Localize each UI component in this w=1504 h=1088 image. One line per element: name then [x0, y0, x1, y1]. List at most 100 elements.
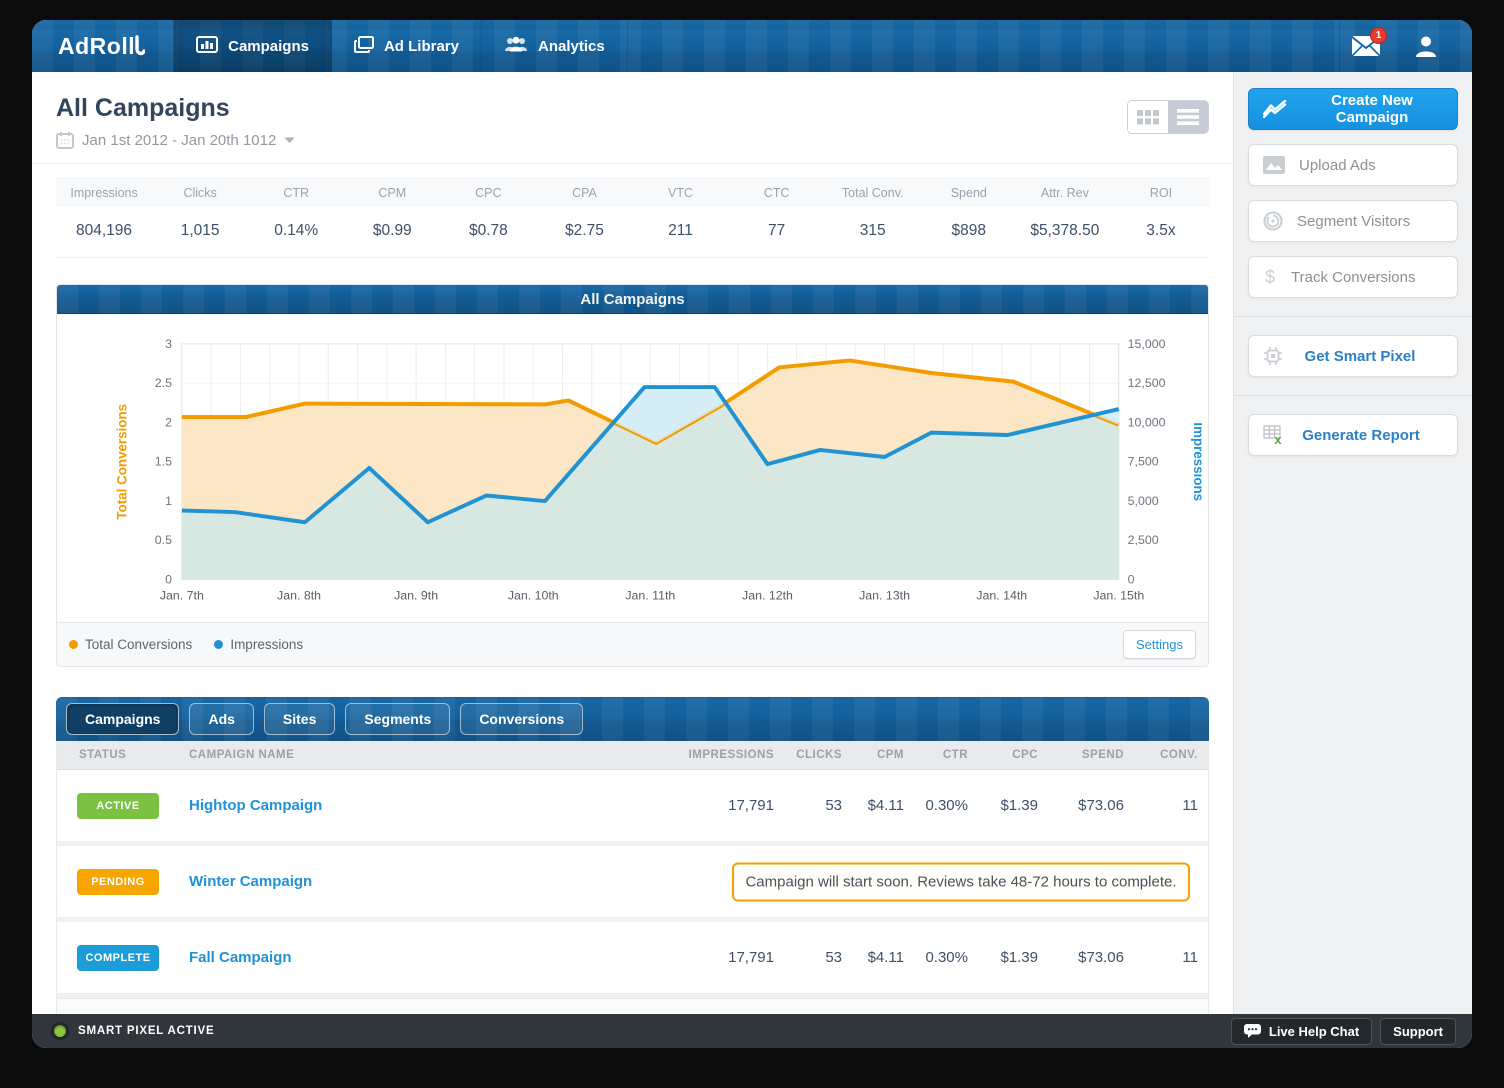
svg-text:7,500: 7,500	[1128, 455, 1159, 469]
cell-ctr: 0.30%	[914, 949, 978, 966]
adroll-logo[interactable]: AdRoll	[32, 20, 173, 72]
list-view-button[interactable]	[1168, 101, 1208, 133]
cell-spend: $73.06	[1048, 797, 1134, 814]
pixel-status: SMART PIXEL ACTIVE	[48, 1025, 214, 1037]
mail-button[interactable]: 1	[1340, 20, 1392, 72]
sidebar-button-label: Get Smart Pixel	[1297, 348, 1443, 365]
mail-badge: 1	[1370, 27, 1387, 44]
support-label: Support	[1393, 1024, 1443, 1039]
chip-icon	[1263, 346, 1283, 366]
page-header: All Campaigns Jan 1st 2012 - Jan 20th 10…	[32, 72, 1233, 164]
column-header-cpc: CPC	[978, 741, 1048, 769]
svg-text:Jan. 11th: Jan. 11th	[625, 588, 675, 602]
support-button[interactable]: Support	[1380, 1018, 1456, 1045]
tab-campaigns[interactable]: Campaigns	[66, 703, 179, 735]
cell-cpm: $4.11	[852, 949, 914, 966]
svg-text:5,000: 5,000	[1128, 494, 1159, 508]
column-header-conv-: CONV.	[1134, 741, 1208, 769]
grid-view-button[interactable]	[1128, 101, 1168, 133]
nav-tab-label: Analytics	[538, 38, 605, 55]
nav-tab-campaigns[interactable]: Campaigns	[174, 20, 332, 72]
cell-cpm: $4.11	[852, 797, 914, 814]
nav-tab-label: Ad Library	[384, 38, 459, 55]
svg-text:2,500: 2,500	[1128, 533, 1159, 547]
grid-view-icon	[1137, 110, 1159, 125]
cell-spend: $73.06	[1048, 949, 1134, 966]
cell-cpc: $1.39	[978, 949, 1048, 966]
svg-text:1.5: 1.5	[155, 455, 172, 469]
tab-segments[interactable]: Segments	[345, 703, 450, 735]
stat-value-ctc: 77	[729, 207, 825, 257]
chart-legend: Total ConversionsImpressionsSettings	[57, 622, 1208, 666]
campaign-name-link[interactable]: Hightop Campaign	[189, 797, 322, 814]
calendar-icon	[56, 131, 74, 149]
upload-ads-button[interactable]: Upload Ads	[1248, 144, 1458, 186]
date-range-picker[interactable]: Jan 1st 2012 - Jan 20th 1012	[56, 131, 295, 149]
svg-text:Jan. 15th: Jan. 15th	[1093, 588, 1144, 602]
stat-label-roi: ROI	[1113, 179, 1209, 207]
generate-report-button[interactable]: xGenerate Report	[1248, 414, 1458, 456]
stats-strip: ImpressionsClicksCTRCPMCPCCPAVTCCTCTotal…	[56, 178, 1209, 258]
table-tabs: Campaigns Ads Sites Segments Conversions	[56, 697, 1209, 741]
legend-dot-icon	[214, 640, 223, 649]
svg-text:2.5: 2.5	[155, 376, 172, 390]
sidebar-button-label: Segment Visitors	[1297, 213, 1410, 230]
column-header-cpm: CPM	[852, 741, 914, 769]
tab-ads[interactable]: Ads	[189, 703, 253, 735]
action-sidebar: Create New Campaign Upload Ads Segment Vis…	[1233, 72, 1472, 1014]
stat-value-cpm: $0.99	[344, 207, 440, 257]
status-badge: PENDING	[77, 869, 159, 895]
svg-text:Jan. 10th: Jan. 10th	[508, 588, 559, 602]
svg-text:15,000: 15,000	[1128, 337, 1166, 351]
svg-text:0: 0	[1128, 573, 1135, 587]
chevron-down-icon	[284, 137, 295, 144]
cell-ctr: 0.30%	[914, 797, 978, 814]
list-view-icon	[1177, 109, 1199, 125]
stat-label-ctc: CTC	[729, 179, 825, 207]
stat-value-cpa: $2.75	[536, 207, 632, 257]
account-button[interactable]	[1400, 20, 1452, 72]
campaign-name-link[interactable]: Fall Campaign	[189, 949, 292, 966]
sidebar-button-label: Create New Campaign	[1301, 92, 1443, 126]
table-row: COMPLETEFall Campaign17,79153$4.110.30%$…	[57, 922, 1208, 993]
create-new-campaign-button[interactable]: Create New Campaign	[1248, 88, 1458, 130]
zigzag-chart-icon	[1263, 100, 1287, 118]
cell-conv-: 11	[1134, 949, 1208, 966]
stat-label-cpm: CPM	[344, 179, 440, 207]
svg-text:3: 3	[165, 337, 172, 351]
nav-tab-label: Campaigns	[228, 38, 309, 55]
tab-sites[interactable]: Sites	[264, 703, 335, 735]
svg-text:x: x	[1274, 432, 1282, 445]
stat-label-cpc: CPC	[440, 179, 536, 207]
sidebar-button-label: Track Conversions	[1291, 269, 1415, 286]
chat-bubble-icon	[1244, 1024, 1261, 1038]
sidebar-divider	[1234, 395, 1472, 396]
tab-conversions[interactable]: Conversions	[460, 703, 583, 735]
stat-label-clicks: Clicks	[152, 179, 248, 207]
status-dot-icon	[54, 1025, 66, 1037]
dollar-icon: $	[1263, 267, 1277, 287]
user-icon	[1414, 34, 1438, 58]
track-conversions-button[interactable]: $ Track Conversions	[1248, 256, 1458, 298]
campaign-name-link[interactable]: Winter Campaign	[189, 873, 312, 890]
segment-visitors-button[interactable]: Segment Visitors	[1248, 200, 1458, 242]
ad-library-icon	[354, 36, 374, 57]
nav-tab-analytics[interactable]: Analytics	[482, 20, 628, 72]
live-help-chat-button[interactable]: Live Help Chat	[1231, 1018, 1372, 1045]
chart-settings-button[interactable]: Settings	[1123, 630, 1196, 659]
stat-value-clicks: 1,015	[152, 207, 248, 257]
svg-text:Jan. 13th: Jan. 13th	[859, 588, 910, 602]
image-icon	[1263, 156, 1285, 174]
nav-tab-ad-library[interactable]: Ad Library	[332, 20, 482, 72]
sidebar-button-label: Upload Ads	[1299, 157, 1376, 174]
cell-clicks: 53	[784, 797, 852, 814]
status-badge: ACTIVE	[77, 793, 159, 819]
svg-text:1: 1	[165, 494, 172, 508]
get-smart-pixel-button[interactable]: Get Smart Pixel	[1248, 335, 1458, 377]
stat-label-ctr: CTR	[248, 179, 344, 207]
campaigns-chart: 00.511.522.5302,5005,0007,50010,00012,50…	[63, 332, 1202, 615]
svg-text:0: 0	[165, 573, 172, 587]
nav-tabs: Campaigns Ad Library Analytics	[173, 20, 628, 72]
svg-text:Jan. 8th: Jan. 8th	[277, 588, 321, 602]
column-header-ctr: CTR	[914, 741, 978, 769]
